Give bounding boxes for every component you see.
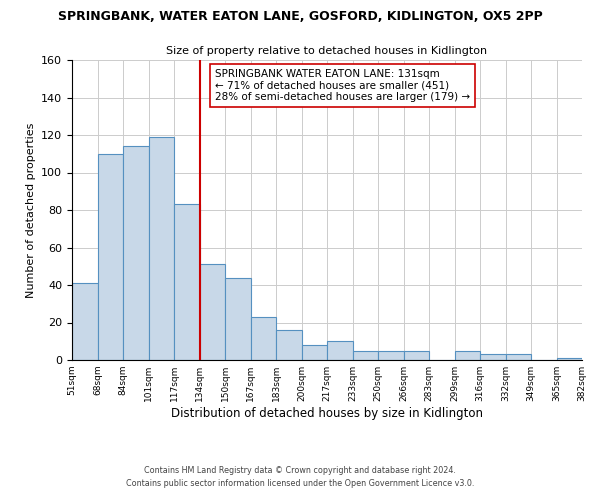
X-axis label: Distribution of detached houses by size in Kidlington: Distribution of detached houses by size … xyxy=(171,407,483,420)
Bar xyxy=(353,350,378,360)
Bar xyxy=(378,350,404,360)
Bar xyxy=(455,350,480,360)
Bar xyxy=(149,137,174,360)
Text: SPRINGBANK WATER EATON LANE: 131sqm
← 71% of detached houses are smaller (451)
2: SPRINGBANK WATER EATON LANE: 131sqm ← 71… xyxy=(215,69,470,102)
Title: Size of property relative to detached houses in Kidlington: Size of property relative to detached ho… xyxy=(166,46,488,56)
Bar xyxy=(225,278,251,360)
Bar xyxy=(327,341,353,360)
Bar xyxy=(174,204,199,360)
Text: SPRINGBANK, WATER EATON LANE, GOSFORD, KIDLINGTON, OX5 2PP: SPRINGBANK, WATER EATON LANE, GOSFORD, K… xyxy=(58,10,542,23)
Text: Contains HM Land Registry data © Crown copyright and database right 2024.
Contai: Contains HM Land Registry data © Crown c… xyxy=(126,466,474,487)
Bar xyxy=(72,283,97,360)
Bar xyxy=(480,354,505,360)
Bar xyxy=(199,264,225,360)
Bar xyxy=(276,330,302,360)
Bar xyxy=(251,317,276,360)
Bar xyxy=(97,154,123,360)
Bar xyxy=(505,354,531,360)
Bar xyxy=(123,146,149,360)
Bar xyxy=(302,345,327,360)
Y-axis label: Number of detached properties: Number of detached properties xyxy=(26,122,35,298)
Bar xyxy=(404,350,429,360)
Bar xyxy=(557,358,582,360)
